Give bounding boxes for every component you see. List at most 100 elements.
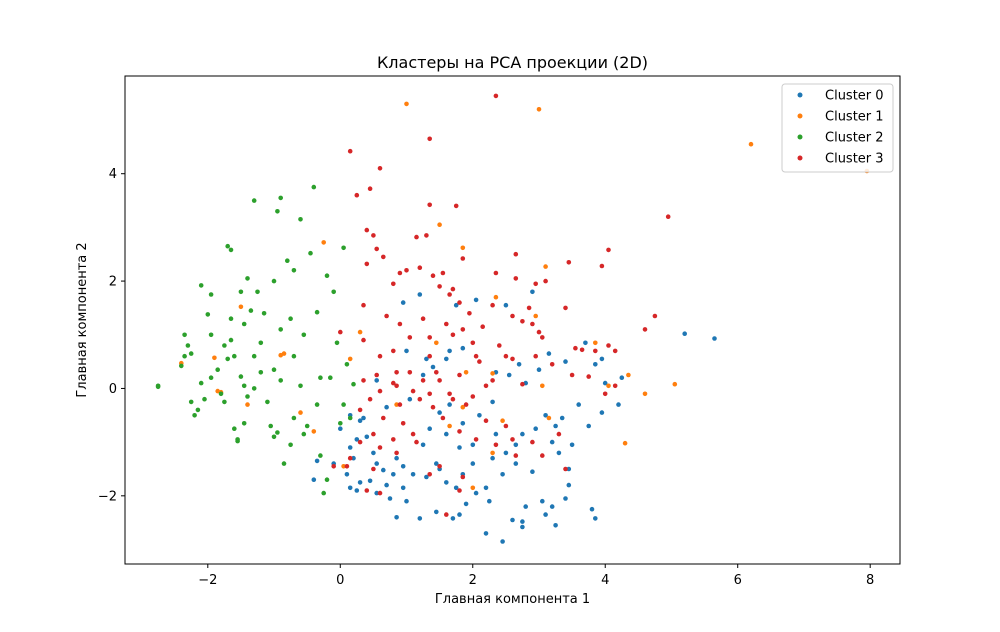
- point-cluster-0: [506, 372, 512, 378]
- point-cluster-3: [520, 381, 525, 387]
- point-cluster-2: [218, 391, 224, 397]
- point-cluster-2: [331, 289, 337, 295]
- point-cluster-2: [182, 332, 187, 338]
- point-cluster-3: [407, 335, 413, 340]
- point-cluster-2: [198, 380, 204, 386]
- point-cluster-2: [301, 332, 307, 338]
- point-cluster-3: [377, 388, 383, 394]
- point-cluster-3: [440, 415, 446, 421]
- point-cluster-0: [493, 431, 499, 437]
- ticks-layer: −2 0 2 4 6 8 −2 0 2 4: [98, 167, 875, 588]
- point-cluster-3: [513, 276, 519, 281]
- point-cluster-1: [626, 372, 631, 378]
- point-cluster-3: [384, 313, 389, 319]
- point-cluster-0: [364, 434, 370, 440]
- point-cluster-0: [374, 490, 380, 496]
- point-cluster-0: [437, 410, 442, 415]
- y-tick-label: −2: [98, 489, 117, 504]
- point-cluster-3: [563, 305, 568, 311]
- point-cluster-0: [616, 402, 621, 407]
- point-cluster-0: [384, 404, 389, 410]
- point-cluster-3: [493, 270, 499, 276]
- point-cluster-0: [520, 524, 525, 530]
- point-cluster-0: [420, 442, 426, 448]
- point-cluster-0: [361, 415, 366, 421]
- point-cluster-2: [271, 367, 277, 373]
- point-cluster-3: [526, 305, 532, 311]
- point-cluster-3: [569, 372, 575, 378]
- point-cluster-0: [543, 512, 548, 517]
- point-cluster-3: [427, 353, 433, 359]
- point-cluster-2: [338, 421, 343, 426]
- point-cluster-2: [188, 399, 194, 405]
- point-cluster-2: [228, 247, 234, 253]
- point-cluster-3: [457, 488, 462, 493]
- point-cluster-3: [457, 429, 462, 434]
- point-cluster-3: [391, 348, 396, 354]
- point-cluster-0: [444, 431, 449, 437]
- point-cluster-3: [483, 418, 489, 424]
- point-cluster-3: [457, 300, 462, 305]
- point-cluster-0: [566, 482, 572, 488]
- point-cluster-0: [599, 356, 605, 362]
- point-cluster-0: [513, 461, 519, 466]
- point-cluster-1: [536, 107, 542, 112]
- point-cluster-3: [453, 203, 459, 209]
- point-cluster-3: [566, 260, 572, 265]
- legend-label: Cluster 0: [825, 89, 884, 104]
- point-cluster-3: [530, 439, 535, 445]
- point-cluster-1: [543, 264, 548, 269]
- point-cluster-3: [510, 313, 515, 319]
- point-cluster-3: [513, 453, 519, 458]
- point-cluster-2: [261, 311, 267, 316]
- point-cluster-2: [245, 394, 250, 399]
- point-cluster-0: [516, 362, 522, 367]
- point-cluster-2: [198, 283, 204, 288]
- point-cluster-3: [424, 233, 429, 238]
- point-cluster-0: [387, 496, 393, 501]
- point-cluster-1: [606, 383, 611, 389]
- point-cluster-1: [434, 340, 439, 346]
- point-cluster-0: [523, 504, 528, 509]
- point-cluster-2: [298, 383, 303, 389]
- point-cluster-1: [404, 101, 409, 107]
- point-cluster-0: [447, 348, 452, 354]
- point-cluster-0: [586, 423, 591, 429]
- point-cluster-2: [232, 353, 237, 359]
- point-cluster-3: [510, 437, 515, 442]
- point-cluster-2: [314, 402, 320, 407]
- point-cluster-3: [374, 246, 380, 252]
- point-cluster-2: [278, 327, 284, 332]
- point-cluster-2: [222, 399, 227, 405]
- point-cluster-3: [427, 472, 433, 477]
- point-cluster-3: [331, 464, 337, 469]
- point-cluster-0: [444, 356, 449, 362]
- point-cluster-3: [404, 268, 409, 273]
- point-cluster-0: [602, 380, 608, 386]
- point-cluster-2: [324, 477, 330, 483]
- point-cluster-3: [381, 415, 386, 421]
- point-cluster-2: [311, 184, 317, 190]
- point-cluster-2: [215, 367, 220, 373]
- point-cluster-0: [347, 445, 353, 450]
- point-cluster-0: [530, 289, 535, 295]
- point-cluster-1: [593, 340, 598, 346]
- point-cluster-3: [391, 380, 396, 386]
- point-cluster-3: [391, 281, 396, 287]
- point-cluster-2: [232, 426, 237, 432]
- point-cluster-3: [510, 356, 515, 362]
- point-cluster-0: [549, 439, 555, 445]
- point-cluster-0: [510, 517, 515, 523]
- point-cluster-0: [457, 445, 462, 450]
- point-cluster-1: [437, 222, 442, 227]
- point-cluster-3: [374, 372, 380, 378]
- point-cluster-0: [400, 485, 406, 491]
- point-cluster-0: [434, 509, 439, 515]
- point-cluster-1: [460, 404, 466, 410]
- point-cluster-0: [470, 442, 476, 448]
- point-cluster-0: [530, 469, 535, 475]
- point-cluster-0: [490, 399, 495, 405]
- point-cluster-0: [576, 402, 581, 407]
- point-cluster-1: [463, 370, 469, 375]
